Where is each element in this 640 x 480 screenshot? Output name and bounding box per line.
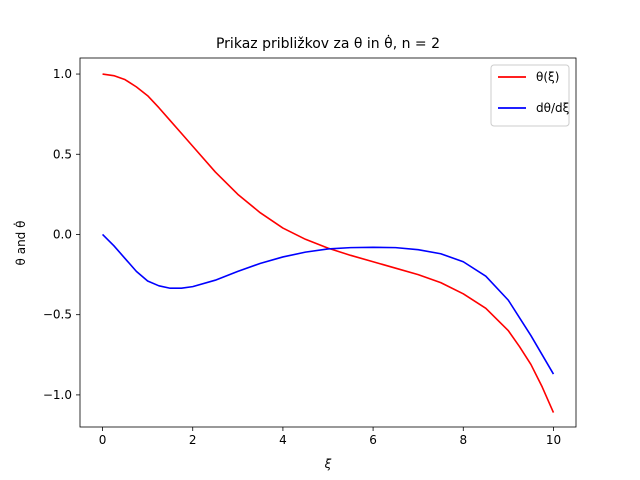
legend-label-theta: θ(ξ): [536, 70, 559, 84]
y-tick-label: 0.5: [53, 147, 72, 161]
x-ticks: 0 2 4 6 8 10: [99, 427, 561, 447]
y-tick-label: −1.0: [43, 388, 72, 402]
y-tick-label: 1.0: [53, 67, 72, 81]
x-tick-label: 8: [459, 433, 467, 447]
series-line-0: [102, 73, 555, 413]
series-layer: [101, 73, 555, 413]
y-tick-label: −0.5: [43, 308, 72, 322]
legend-box: [490, 64, 570, 127]
legend-label-derivative: dθ/dξ: [536, 101, 569, 115]
axes-frame: [79, 57, 577, 428]
x-tick-label: 10: [546, 433, 561, 447]
x-tick-label: 0: [99, 433, 107, 447]
series-line-1: [101, 233, 555, 375]
x-tick-label: 6: [369, 433, 377, 447]
x-tick-label: 2: [189, 433, 197, 447]
x-axis-label: ξ: [324, 457, 332, 471]
y-ticks: −1.0 −0.5 0.0 0.5 1.0: [43, 67, 80, 402]
legend: θ(ξ) dθ/dξ: [490, 64, 570, 127]
x-tick-label: 4: [279, 433, 287, 447]
y-axis-label: θ and θ̇: [13, 221, 28, 266]
chart-title: Prikaz približkov za θ in θ̇, n = 2: [216, 34, 440, 52]
y-tick-label: 0.0: [53, 227, 72, 241]
